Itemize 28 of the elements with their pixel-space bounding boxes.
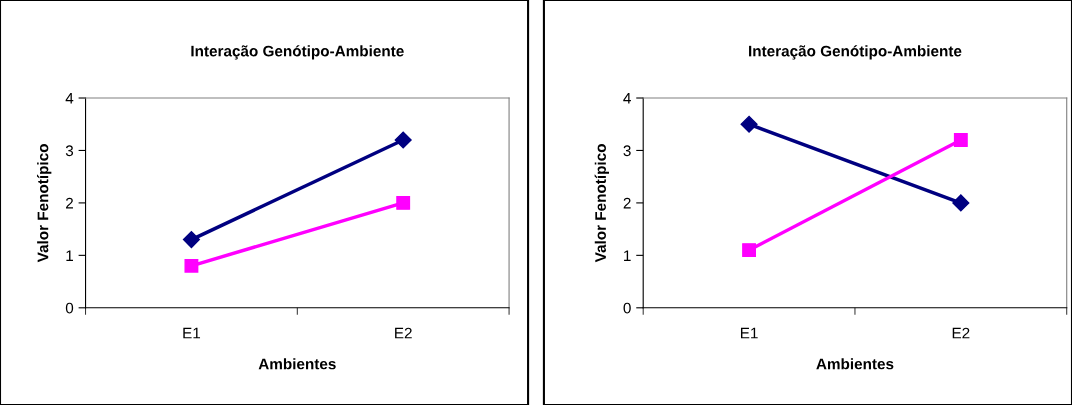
y-axis-title: Valor Fenotípico bbox=[594, 144, 610, 263]
point bbox=[182, 231, 200, 249]
y-tick-label: 0 bbox=[623, 302, 631, 314]
x-tick-label: E2 bbox=[952, 327, 970, 339]
y-tick-label: 2 bbox=[623, 197, 631, 209]
y-tick-label: 4 bbox=[623, 93, 631, 104]
y-tick-label: 0 bbox=[65, 302, 74, 314]
x-tick-label: E2 bbox=[395, 327, 412, 339]
chart-title: Interação Genótipo-Ambiente bbox=[749, 45, 962, 60]
y-tick-label: 3 bbox=[65, 145, 74, 157]
chart-title: Interação Genótipo-Ambiente bbox=[191, 45, 404, 60]
y-tick-label: 2 bbox=[66, 197, 73, 209]
x-axis-title: Ambientes bbox=[258, 358, 336, 370]
point bbox=[396, 195, 411, 210]
point bbox=[742, 243, 757, 258]
point bbox=[740, 115, 758, 133]
point bbox=[184, 258, 199, 273]
x-axis-title: Ambientes bbox=[816, 358, 894, 370]
y-tick-label: 3 bbox=[623, 145, 631, 157]
point bbox=[952, 194, 970, 212]
y-tick-label: 4 bbox=[65, 93, 74, 104]
point bbox=[953, 133, 968, 147]
point bbox=[394, 131, 412, 149]
y-tick-label: 1 bbox=[66, 250, 73, 261]
y-axis-title: Valor Fenotípico bbox=[36, 144, 52, 263]
x-tick-label: E1 bbox=[740, 327, 758, 339]
x-tick-label: E1 bbox=[183, 327, 201, 339]
y-tick-label: 1 bbox=[624, 250, 631, 261]
